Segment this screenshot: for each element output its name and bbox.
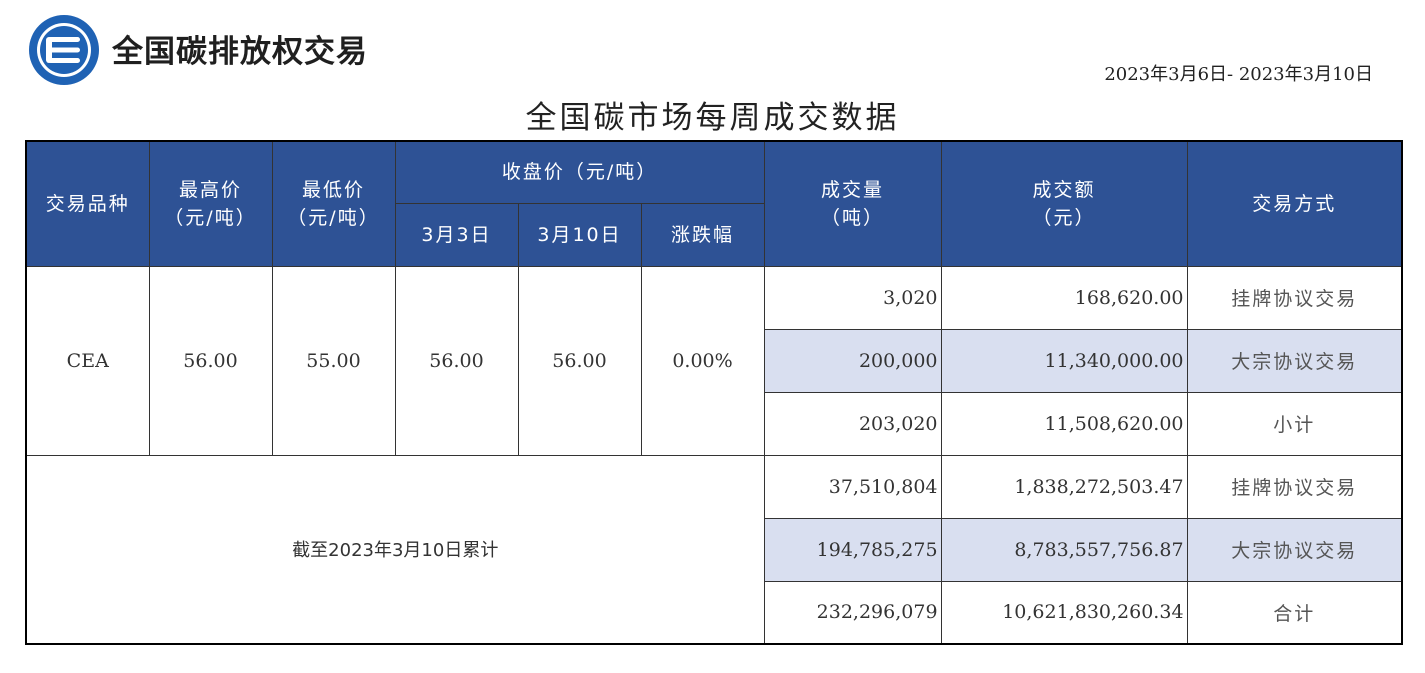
- volume-cell: 232,296,079: [763, 580, 942, 645]
- volume-cell: 37,510,804: [763, 454, 942, 519]
- header-low-price: 最低价 （元/吨）: [271, 140, 396, 267]
- method-cell: 合计: [1186, 580, 1403, 645]
- volume-cell: 200,000: [763, 328, 942, 393]
- header-close-date-2: 3月10日: [517, 202, 642, 267]
- amount-cell: 11,340,000.00: [940, 328, 1188, 393]
- amount-cell: 11,508,620.00: [940, 391, 1188, 456]
- header-volume-label: 成交量: [821, 178, 885, 201]
- amount-cell: 168,620.00: [940, 265, 1188, 330]
- low-price-cell: 55.00: [271, 265, 396, 456]
- header-close-price: 收盘价（元/吨）: [394, 140, 765, 204]
- change-cell: 0.00%: [640, 265, 765, 456]
- date-range: 2023年3月6日- 2023年3月10日: [1104, 64, 1373, 85]
- carbon-exchange-logo-icon: [29, 15, 99, 85]
- brand-name: 全国碳排放权交易: [112, 34, 368, 70]
- header-amount: 成交额 （元）: [940, 140, 1188, 267]
- table-row: 232,296,079 10,621,830,260.34 合计: [26, 580, 1403, 645]
- method-cell: 挂牌协议交易: [1186, 454, 1403, 519]
- header-close-date-1: 3月3日: [394, 202, 519, 267]
- header-volume: 成交量 （吨）: [763, 140, 942, 267]
- header-change: 涨跌幅: [640, 202, 765, 267]
- table-row: 200,000 11,340,000.00 大宗协议交易: [26, 328, 1403, 393]
- header-amount-label: 成交额: [1032, 178, 1096, 201]
- table-row: 截至2023年3月10日累计 37,510,804 1,838,272,503.…: [25, 454, 1403, 645]
- method-cell: 挂牌协议交易: [1186, 265, 1403, 330]
- method-cell: 大宗协议交易: [1186, 517, 1403, 582]
- header-low-price-unit: （元/吨）: [287, 206, 380, 229]
- cumulative-label-cell: 截至2023年3月10日累计: [25, 454, 765, 645]
- volume-cell: 203,020: [763, 391, 942, 456]
- header-high-price: 最高价 （元/吨）: [148, 140, 273, 267]
- amount-cell: 10,621,830,260.34: [940, 580, 1188, 645]
- volume-cell: 194,785,275: [763, 517, 942, 582]
- close-price-1-cell: 56.00: [394, 265, 519, 456]
- volume-cell: 3,020: [763, 265, 942, 330]
- header-amount-unit: （元）: [1032, 206, 1096, 229]
- header-volume-unit: （吨）: [821, 206, 885, 229]
- header-product: 交易品种: [25, 140, 150, 267]
- product-cell: CEA: [25, 265, 150, 456]
- method-cell: 大宗协议交易: [1186, 328, 1403, 393]
- amount-cell: 8,783,557,756.87: [940, 517, 1188, 582]
- page-title: 全国碳市场每周成交数据: [525, 100, 900, 136]
- close-price-2-cell: 56.00: [517, 265, 642, 456]
- weekly-trading-table: 交易品种 最高价 （元/吨） 最低价 （元/吨） 收盘价（元/吨） 成交量 （吨…: [25, 140, 1404, 645]
- amount-cell: 1,838,272,503.47: [940, 454, 1188, 519]
- method-cell: 小计: [1186, 391, 1403, 456]
- header-low-price-label: 最低价: [301, 178, 365, 201]
- table-row: CEA 56.00 55.00 56.00 56.00 0.00% 3,020 …: [25, 265, 1403, 456]
- table-row: 194,785,275 8,783,557,756.87 大宗协议交易: [26, 517, 1403, 582]
- high-price-cell: 56.00: [148, 265, 273, 456]
- header-high-price-label: 最高价: [178, 178, 242, 201]
- header-method: 交易方式: [1186, 140, 1403, 267]
- header-high-price-unit: （元/吨）: [164, 206, 257, 229]
